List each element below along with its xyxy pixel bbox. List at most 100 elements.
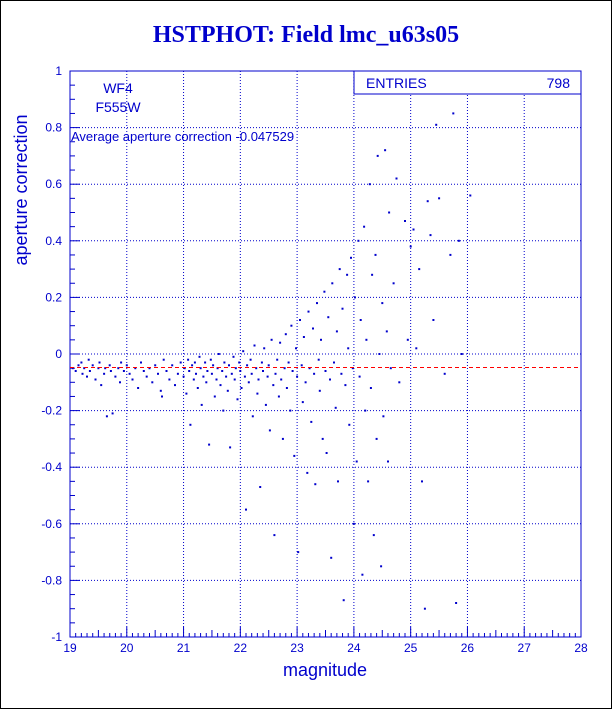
data-point [280, 378, 283, 381]
data-point [314, 483, 317, 486]
data-point [317, 358, 320, 361]
data-point [221, 370, 224, 372]
y-tick-label: -0.4 [41, 460, 62, 474]
data-point [259, 486, 262, 488]
data-point [340, 372, 343, 375]
data-point [210, 372, 213, 375]
data-point [249, 358, 252, 361]
data-point [191, 364, 194, 367]
data-point [274, 372, 277, 375]
data-point [358, 375, 361, 378]
y-tick-label: -0.2 [41, 404, 62, 418]
data-point [234, 367, 237, 370]
data-point [229, 446, 232, 449]
data-point [192, 378, 195, 381]
data-point [388, 211, 391, 214]
data-point [270, 338, 273, 341]
data-point [88, 370, 91, 372]
data-point [392, 282, 395, 285]
data-point [245, 508, 247, 511]
data-point [344, 384, 347, 387]
data-point [222, 409, 225, 412]
data-point [281, 437, 284, 440]
data-point [361, 573, 364, 576]
data-point [367, 480, 370, 483]
data-point [202, 375, 205, 378]
data-point [406, 338, 409, 341]
data-point [418, 268, 421, 271]
data-point [384, 149, 387, 152]
data-point [359, 319, 362, 321]
data-point [469, 194, 472, 197]
data-point [387, 460, 389, 463]
data-point [148, 367, 151, 370]
data-point [176, 372, 179, 375]
stats-value: 798 [547, 75, 571, 91]
y-tick-label: 1 [55, 64, 62, 78]
data-point [307, 310, 310, 313]
data-point [209, 358, 212, 361]
data-point [382, 415, 385, 418]
data-point [409, 245, 412, 248]
data-point [342, 599, 345, 602]
data-point [289, 409, 292, 412]
data-point [306, 471, 309, 474]
data-point [320, 338, 322, 341]
data-point [338, 268, 341, 271]
data-point [198, 355, 201, 358]
data-point [109, 370, 112, 372]
data-point [277, 395, 280, 398]
data-point [347, 347, 350, 350]
data-point [71, 367, 74, 370]
data-point [385, 330, 388, 333]
data-point [291, 370, 294, 372]
data-point [122, 370, 125, 372]
data-point [157, 372, 159, 375]
data-point [200, 403, 203, 406]
data-point [151, 381, 154, 384]
data-point [429, 234, 432, 237]
data-point [357, 239, 360, 242]
data-point [321, 437, 324, 440]
data-point [426, 200, 429, 203]
data-point [193, 361, 196, 364]
data-point [233, 378, 236, 381]
data-point [108, 364, 111, 367]
data-point [330, 556, 333, 559]
data-point [204, 361, 207, 364]
data-point [287, 361, 290, 364]
data-point [301, 401, 304, 404]
x-tick-label: 19 [63, 641, 77, 655]
data-point [295, 347, 297, 350]
data-point [460, 353, 463, 355]
average-annotation: Average aperture correction -0.047529 [71, 129, 294, 144]
x-tick-label: 24 [347, 641, 361, 655]
data-point [290, 324, 293, 327]
data-point [174, 384, 176, 387]
data-point [296, 375, 299, 378]
x-tick-label: 26 [461, 641, 475, 655]
data-point [232, 355, 235, 358]
data-point [371, 273, 374, 276]
data-point [352, 522, 355, 525]
data-point [242, 350, 245, 353]
data-point [253, 344, 256, 347]
data-point [125, 364, 128, 367]
filter-label: F555W [95, 99, 141, 115]
data-point [268, 429, 271, 432]
data-point [267, 364, 270, 367]
data-point [168, 378, 171, 381]
data-point [257, 378, 260, 381]
data-point [183, 367, 186, 370]
data-point [363, 225, 366, 228]
y-tick-label: 0.2 [45, 290, 62, 304]
x-tick-label: 28 [574, 641, 588, 655]
x-axis-label: magnitude [283, 660, 367, 680]
data-point [205, 381, 208, 384]
data-point [225, 375, 228, 378]
data-point [195, 372, 197, 375]
data-point [378, 353, 381, 355]
data-point [398, 381, 401, 384]
data-point [299, 319, 301, 321]
data-point [334, 406, 337, 409]
